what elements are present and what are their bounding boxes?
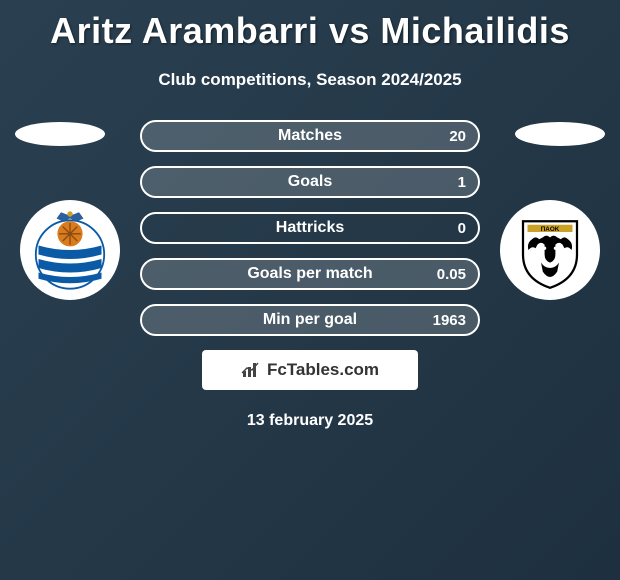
paok-icon: ΠAOK	[505, 205, 595, 295]
stat-row: Min per goal 1963	[140, 304, 480, 336]
stat-value-right: 0	[458, 220, 466, 237]
subtitle: Club competitions, Season 2024/2025	[0, 70, 620, 90]
stat-label: Hattricks	[276, 219, 344, 237]
stat-value-right: 0.05	[437, 266, 466, 283]
stat-value-right: 20	[449, 128, 466, 145]
stat-row: Goals per match 0.05	[140, 258, 480, 290]
stat-value-right: 1	[458, 174, 466, 191]
ellipse-left	[15, 122, 105, 146]
chart-icon	[241, 361, 261, 379]
club-logo-right: ΠAOK	[500, 200, 600, 300]
date-text: 13 february 2025	[0, 412, 620, 430]
stat-label: Goals	[288, 173, 332, 191]
stat-label: Min per goal	[263, 311, 357, 329]
stat-row: Matches 20	[140, 120, 480, 152]
page-title: Aritz Arambarri vs Michailidis	[0, 0, 620, 52]
stat-value-right: 1963	[433, 312, 466, 329]
stat-label: Goals per match	[247, 265, 372, 283]
club-logo-left	[20, 200, 120, 300]
stats-container: Matches 20 Goals 1 Hattricks 0 Goals per match…	[140, 120, 480, 336]
brand-box[interactable]: FcTables.com	[202, 350, 418, 390]
ellipse-right	[515, 122, 605, 146]
stat-row: Goals 1	[140, 166, 480, 198]
brand-label: FcTables.com	[267, 360, 379, 380]
svg-text:ΠAOK: ΠAOK	[541, 226, 560, 233]
stat-row: Hattricks 0	[140, 212, 480, 244]
real-sociedad-icon	[25, 205, 115, 295]
main-area: ΠAOK Matches 20 Goals 1 Hattricks 0 Goals per …	[0, 120, 620, 430]
stat-label: Matches	[278, 127, 342, 145]
